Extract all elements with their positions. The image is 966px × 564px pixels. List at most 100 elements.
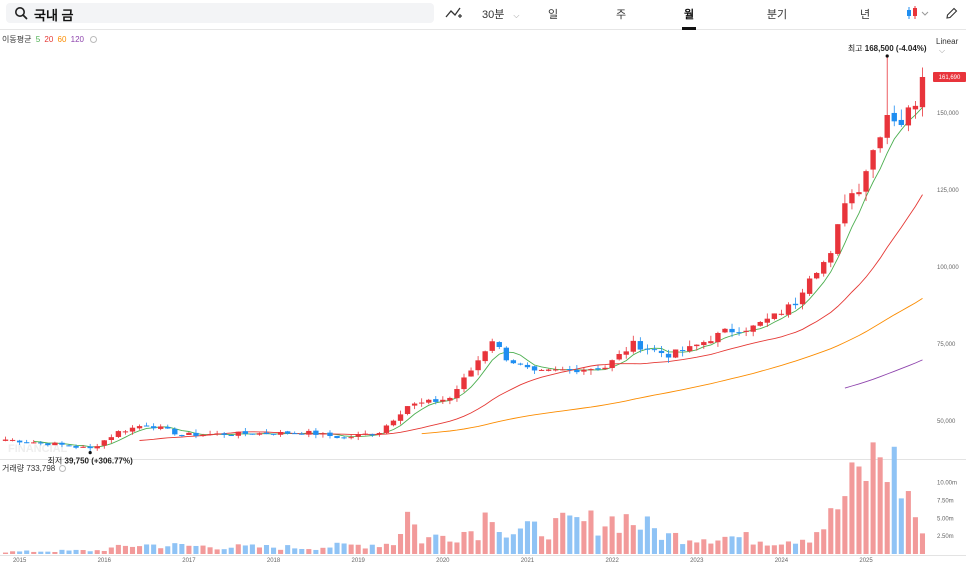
candle-body — [73, 446, 79, 448]
interval-select[interactable]: 30분 ⌵ — [482, 6, 520, 22]
volume-bar — [87, 551, 93, 554]
volume-bar — [503, 537, 509, 554]
volume-bar — [785, 541, 791, 554]
volume-bar — [122, 545, 128, 554]
candle-body — [828, 253, 834, 263]
time-axis-tick: 2021 — [521, 558, 535, 564]
candle-type-icon[interactable] — [905, 5, 929, 21]
scale-mode-select[interactable]: Linear ⌵ — [936, 37, 966, 56]
chart-toolbar: 국내 금 30분 ⌵ 일 주 월 분기 년 — [0, 0, 966, 30]
tab-week[interactable]: 주 — [615, 9, 627, 21]
time-axis-tick: 2022 — [605, 558, 619, 564]
volume-bar — [242, 545, 248, 554]
volume-bar — [115, 544, 121, 554]
volume-legend[interactable]: 거래량 733,798 — [2, 463, 67, 474]
candle-body — [806, 278, 813, 294]
volume-bar — [567, 515, 573, 554]
candle-body — [207, 434, 213, 436]
ma-settings-icon[interactable] — [90, 36, 98, 43]
volume-bar — [531, 521, 538, 554]
volume-bar — [158, 548, 164, 554]
candle-body — [320, 433, 326, 435]
volume-bar — [172, 543, 178, 554]
search-input[interactable]: 국내 금 — [6, 3, 434, 23]
candle-body — [658, 350, 665, 354]
candle-body — [94, 446, 100, 449]
candle-body — [200, 434, 206, 437]
volume-bar — [821, 529, 827, 554]
volume-bar — [524, 521, 531, 554]
volume-bar — [919, 533, 926, 554]
volume-bar — [489, 522, 495, 554]
candle-body — [383, 425, 390, 433]
candle-body — [299, 433, 305, 435]
volume-bar — [475, 540, 481, 554]
volume-bar — [694, 542, 700, 554]
candle-body — [165, 426, 171, 429]
ma-120-line — [844, 359, 923, 389]
volume-bar — [376, 547, 382, 554]
volume-axis-tick: 7.50m — [937, 499, 954, 505]
volume-bar — [609, 516, 615, 554]
candle-body — [778, 313, 785, 315]
candle-body — [277, 431, 284, 435]
volume-bar — [165, 546, 171, 554]
candle-body — [912, 105, 919, 110]
volume-bar — [193, 545, 199, 554]
pencil-icon[interactable] — [944, 5, 958, 21]
volume-settings-icon[interactable] — [59, 465, 67, 472]
candle-body — [799, 292, 806, 305]
indicator-add-icon[interactable] — [445, 5, 463, 21]
volume-bar — [792, 543, 799, 554]
volume-bar — [306, 549, 312, 554]
price-axis-tick: 75,000 — [937, 342, 956, 348]
candle-body — [468, 370, 474, 377]
volume-bar — [45, 551, 51, 554]
candle-body — [16, 440, 23, 443]
candle-body — [581, 369, 587, 372]
candle-body — [306, 430, 312, 435]
tab-year[interactable]: 년 — [859, 9, 871, 21]
candle-body — [101, 440, 107, 446]
volume-bar — [263, 545, 270, 554]
high-annotation: 최고 168,500 (-4.04%) — [848, 43, 927, 53]
candle-body — [510, 360, 517, 364]
candle-body — [87, 446, 93, 449]
ma-60-line — [421, 298, 923, 435]
volume-bar — [292, 548, 298, 554]
tab-quarter[interactable]: 분기 — [766, 9, 788, 21]
candle-body — [708, 341, 714, 344]
volume-bar — [144, 544, 150, 554]
candle-body — [715, 332, 721, 343]
ma-120-label: 120 — [70, 35, 85, 44]
ma-legend-title: 이동평균 — [2, 35, 32, 44]
volume-bar — [701, 539, 707, 554]
chevron-down-icon: ⌵ — [939, 46, 946, 55]
volume-bar — [249, 544, 255, 554]
volume-bar — [884, 482, 890, 554]
candle-body — [736, 332, 742, 334]
candle-body — [2, 439, 9, 441]
volume-bar — [496, 532, 502, 554]
moving-average-legend[interactable]: 이동평균 5 20 60 120 — [2, 34, 99, 45]
low-annotation: 최저 39,750 (+306.77%) — [48, 456, 134, 466]
volume-bar — [73, 549, 79, 554]
volume-bar — [602, 526, 608, 554]
volume-bar — [750, 544, 756, 554]
candle-body — [813, 272, 820, 279]
candle-body — [122, 431, 129, 433]
volume-bar — [66, 550, 72, 554]
candle-body — [905, 107, 912, 126]
tab-day[interactable]: 일 — [547, 9, 559, 21]
volume-bar — [17, 551, 23, 554]
volume-bar — [912, 517, 918, 554]
candle-body — [609, 360, 615, 369]
volume-axis-tick: 10.00m — [937, 481, 957, 487]
price-axis-tick: 125,000 — [937, 188, 959, 194]
tab-month[interactable]: 월 — [683, 9, 695, 21]
volume-bar — [454, 542, 460, 554]
candle-body — [327, 432, 333, 437]
candle-body — [517, 363, 524, 365]
volume-bar — [390, 545, 397, 554]
